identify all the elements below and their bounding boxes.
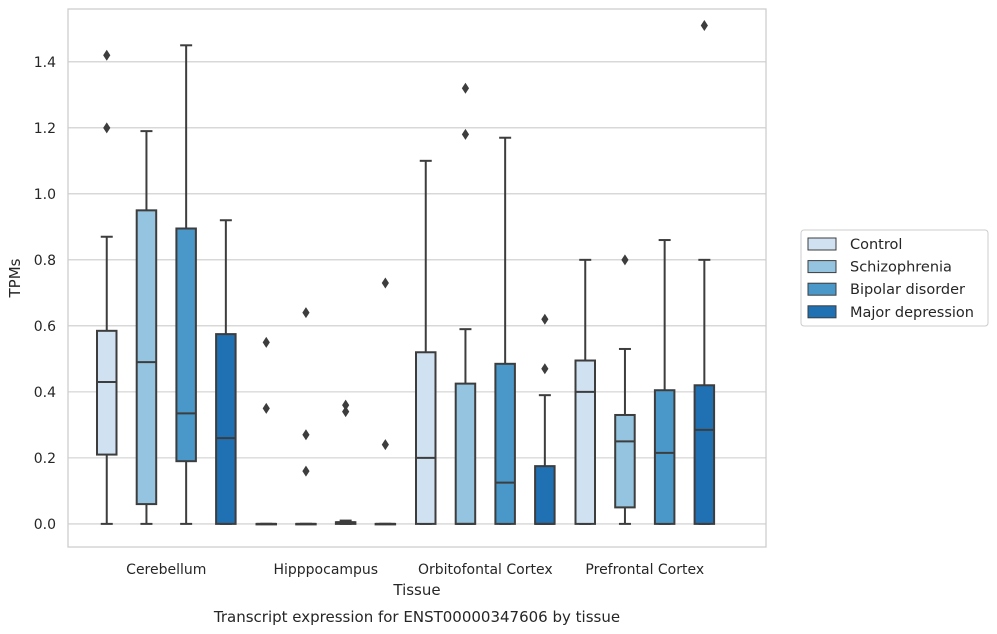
legend-label: Major depression bbox=[850, 305, 974, 321]
y-axis: 0.0 0.2 0.4 0.6 0.8 1.0 1.2 1.4 bbox=[34, 55, 56, 533]
box-major-depression bbox=[534, 313, 556, 525]
x-axis: Cerebellum Hipppocampus Orbitofontal Corte… bbox=[126, 562, 704, 578]
y-tick-label: 0.8 bbox=[34, 253, 56, 269]
box-bipolar-disorder bbox=[653, 239, 676, 525]
y-tick-label: 0.4 bbox=[34, 385, 56, 401]
outlier-point bbox=[700, 20, 708, 32]
outlier-point bbox=[541, 363, 549, 375]
box-control bbox=[574, 258, 596, 525]
box-iqr bbox=[574, 359, 596, 525]
y-tick-label: 1.2 bbox=[34, 121, 56, 137]
outlier-point bbox=[381, 439, 389, 451]
outlier-point bbox=[342, 399, 350, 411]
box-major-depression bbox=[693, 20, 716, 525]
outlier-point bbox=[262, 402, 270, 414]
outlier-point bbox=[342, 406, 350, 418]
x-tick-label: Hipppocampus bbox=[273, 562, 378, 578]
y-tick-label: 1.4 bbox=[34, 55, 56, 71]
box-iqr bbox=[415, 351, 437, 525]
box-iqr bbox=[693, 384, 716, 525]
y-tick-label: 1.0 bbox=[34, 187, 56, 203]
box-iqr bbox=[215, 333, 237, 525]
box-iqr bbox=[614, 413, 636, 509]
outlier-point bbox=[103, 49, 111, 61]
x-axis-label: Tissue bbox=[392, 581, 440, 599]
box-schizophrenia bbox=[135, 130, 158, 525]
plot-frame bbox=[67, 8, 767, 548]
outlier-point bbox=[103, 122, 111, 134]
x-tick-label: Cerebellum bbox=[126, 562, 206, 578]
box-schizophrenia bbox=[614, 254, 636, 525]
box-control bbox=[255, 336, 277, 526]
legend: Control Schizophrenia Bipolar disorder Majo… bbox=[800, 229, 989, 327]
legend-swatch bbox=[807, 305, 837, 319]
legend-box bbox=[800, 229, 989, 327]
box-major-depression bbox=[215, 219, 237, 525]
box-bipolar-disorder bbox=[175, 44, 197, 525]
x-tick-label: Orbitofontal Cortex bbox=[418, 562, 553, 578]
y-axis-label: TPMs bbox=[6, 258, 24, 298]
box-schizophrenia bbox=[454, 82, 477, 525]
y-tick-label: 0.6 bbox=[34, 319, 56, 335]
box-control bbox=[415, 159, 437, 525]
box-iqr bbox=[534, 465, 556, 525]
box-control bbox=[96, 49, 118, 525]
outlier-point bbox=[302, 465, 310, 477]
chart-title: Transcript expression for ENST0000034760… bbox=[213, 608, 620, 626]
outlier-point bbox=[302, 307, 310, 319]
box-iqr bbox=[175, 227, 197, 463]
box-major-depression bbox=[374, 277, 397, 526]
plot-area bbox=[96, 20, 716, 526]
y-tick-label: 0.0 bbox=[34, 517, 56, 533]
legend-swatch bbox=[807, 260, 837, 274]
legend-swatch bbox=[807, 237, 837, 251]
legend-label: Control bbox=[850, 237, 902, 253]
box-iqr bbox=[494, 362, 516, 525]
outlier-point bbox=[461, 82, 470, 94]
outlier-point bbox=[302, 429, 310, 441]
box-bipolar-disorder bbox=[334, 399, 357, 525]
box-iqr bbox=[454, 382, 477, 525]
y-tick-label: 0.2 bbox=[34, 451, 56, 467]
box-iqr bbox=[96, 329, 118, 456]
legend-label: Bipolar disorder bbox=[850, 282, 965, 298]
outlier-point bbox=[541, 313, 549, 325]
box-iqr bbox=[135, 209, 158, 506]
legend-label: Schizophrenia bbox=[850, 260, 952, 276]
legend-swatch bbox=[807, 282, 837, 296]
x-tick-label: Prefrontal Cortex bbox=[585, 562, 704, 578]
box-bipolar-disorder bbox=[494, 136, 516, 525]
outlier-point bbox=[621, 254, 629, 266]
box-schizophrenia bbox=[295, 307, 317, 526]
outlier-point bbox=[262, 336, 270, 348]
outlier-point bbox=[461, 128, 470, 140]
box-iqr bbox=[653, 389, 676, 525]
outlier-point bbox=[381, 277, 389, 289]
